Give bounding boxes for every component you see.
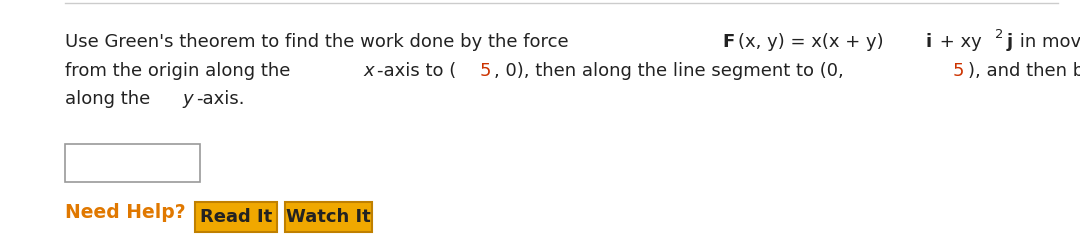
Bar [65, 144, 200, 182]
Text: 5: 5 [953, 61, 964, 79]
Text: j: j [1007, 33, 1012, 51]
Text: -axis to (: -axis to ( [377, 61, 456, 79]
Text: 5: 5 [480, 61, 490, 79]
Text: Need Help?: Need Help? [65, 203, 186, 222]
Text: along the: along the [65, 90, 156, 108]
Text: + xy: + xy [934, 33, 982, 51]
Text: , 0), then along the line segment to (0,: , 0), then along the line segment to (0, [494, 61, 850, 79]
Text: x: x [363, 61, 374, 79]
Text: F: F [723, 33, 734, 51]
Text: i: i [926, 33, 932, 51]
Bar [285, 202, 372, 232]
Bar [195, 202, 276, 232]
Text: in moving a particle: in moving a particle [1014, 33, 1080, 51]
Text: Read It: Read It [200, 208, 272, 226]
Text: (x, y) = x(x + y): (x, y) = x(x + y) [738, 33, 883, 51]
Text: 2: 2 [996, 28, 1003, 41]
Text: y: y [183, 90, 193, 108]
Text: Watch It: Watch It [286, 208, 370, 226]
Text: ), and then back to the origin: ), and then back to the origin [968, 61, 1080, 79]
Text: Use Green's theorem to find the work done by the force: Use Green's theorem to find the work don… [65, 33, 575, 51]
Text: -axis.: -axis. [197, 90, 245, 108]
Text: from the origin along the: from the origin along the [65, 61, 296, 79]
